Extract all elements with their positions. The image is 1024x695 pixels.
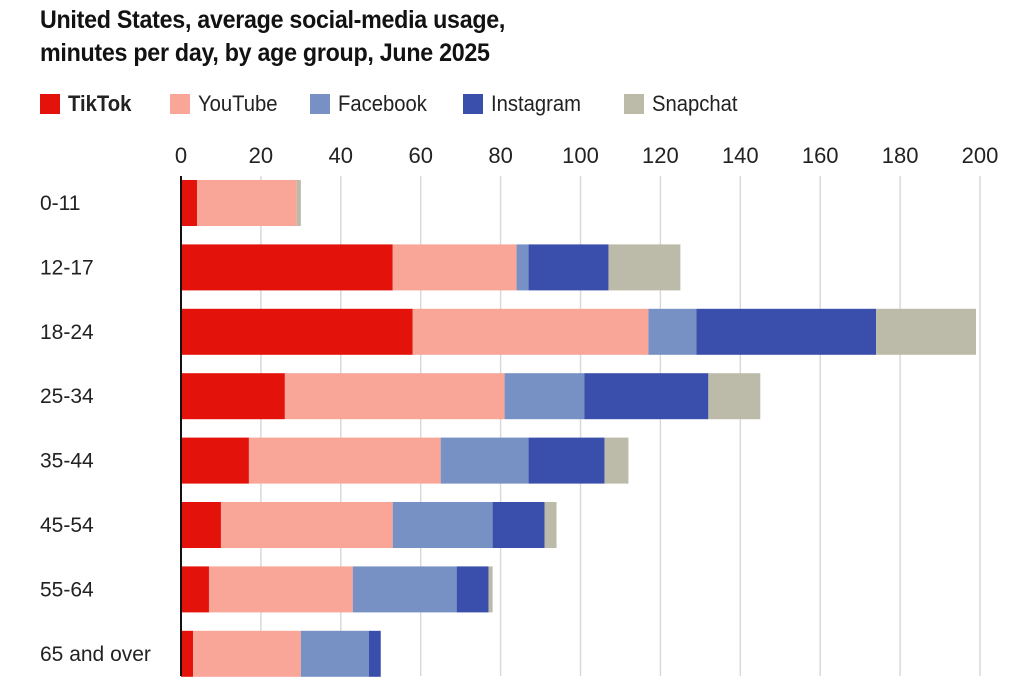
bar-25-34-instagram: [584, 373, 709, 420]
bar-45-54-instagram: [492, 502, 545, 548]
bar-18-24-youtube: [412, 308, 649, 355]
legend-label-instagram: Instagram: [491, 91, 582, 116]
bar-group-18-24: [181, 308, 977, 355]
category-label-65-and-over: 65 and over: [40, 643, 151, 666]
legend-label-facebook: Facebook: [338, 91, 427, 116]
x-axis-ticks: 0 20 40 60 80 100 120 140 160 180 200: [175, 143, 998, 168]
legend-label-youtube: YouTube: [198, 91, 278, 116]
category-labels: 0-11 12-17 18-24 25-34 35-44 45-54 55-64 65 and…: [40, 192, 151, 666]
legend-swatch-snapchat: [624, 94, 644, 114]
bar-group-65-and-over: [181, 630, 381, 677]
bar-55-64-facebook: [352, 566, 457, 613]
bar-35-44-youtube: [248, 437, 441, 484]
bar-group-55-64: [181, 566, 493, 613]
bar-group-45-54: [181, 502, 557, 548]
bar-55-64-youtube: [208, 566, 353, 613]
bar-18-24-facebook: [648, 308, 697, 355]
category-label-35-44: 35-44: [40, 450, 94, 473]
bar-25-34-tiktok: [181, 373, 285, 420]
category-label-0-11: 0-11: [40, 192, 80, 215]
category-label-25-34: 25-34: [40, 385, 94, 408]
bar-35-44-snapchat: [604, 437, 629, 484]
bar-45-54-youtube: [220, 502, 393, 548]
bar-65-and-over-instagram: [368, 630, 381, 677]
bar-35-44-facebook: [440, 437, 529, 484]
bar-35-44-tiktok: [181, 437, 249, 484]
legend-item-facebook: Facebook: [310, 90, 435, 118]
legend-swatch-instagram: [463, 94, 483, 114]
legend: TikTok YouTube Facebook Instagram Snapch…: [40, 90, 940, 118]
x-tick-label-0: 0: [175, 143, 187, 168]
bar-0-11-snapchat: [296, 180, 301, 226]
bar-18-24-snapchat: [876, 308, 977, 355]
x-tick-label-100: 100: [562, 143, 599, 168]
bar-18-24-tiktok: [181, 308, 413, 355]
x-tick-label-180: 180: [882, 143, 919, 168]
legend-swatch-tiktok: [40, 94, 60, 114]
legend-item-youtube: YouTube: [170, 90, 284, 118]
legend-swatch-facebook: [310, 94, 330, 114]
bar-55-64-tiktok: [181, 566, 209, 613]
bar-65-and-over-youtube: [192, 630, 301, 677]
bar-55-64-instagram: [456, 566, 489, 613]
bar-65-and-over-tiktok: [181, 630, 193, 677]
category-label-18-24: 18-24: [40, 321, 94, 344]
bar-25-34-facebook: [504, 373, 585, 420]
bar-group-35-44: [181, 437, 629, 484]
chart-title-line-2: minutes per day, by age group, June 2025: [40, 39, 490, 67]
bar-12-17-tiktok: [181, 244, 393, 291]
legend-item-tiktok: TikTok: [40, 90, 137, 118]
bar-group-12-17: [181, 244, 681, 291]
x-tick-label-60: 60: [408, 143, 432, 168]
bar-65-and-over-facebook: [300, 630, 369, 677]
chart-title: United States, average social-media usag…: [40, 4, 505, 70]
x-tick-label-40: 40: [329, 143, 353, 168]
bar-12-17-facebook: [516, 244, 529, 291]
bar-0-11-youtube: [196, 180, 297, 226]
legend-swatch-youtube: [170, 94, 190, 114]
bar-45-54-snapchat: [544, 502, 557, 548]
category-label-55-64: 55-64: [40, 578, 94, 601]
bar-group-25-34: [181, 373, 761, 420]
bar-45-54-tiktok: [181, 502, 221, 548]
bars: [181, 180, 977, 677]
bar-45-54-facebook: [392, 502, 493, 548]
x-tick-label-20: 20: [249, 143, 273, 168]
x-tick-label-120: 120: [642, 143, 679, 168]
x-tick-label-140: 140: [722, 143, 759, 168]
legend-item-snapchat: Snapchat: [624, 90, 745, 118]
legend-item-instagram: Instagram: [463, 90, 589, 118]
x-tick-label-80: 80: [488, 143, 512, 168]
legend-label-snapchat: Snapchat: [652, 91, 738, 116]
bar-12-17-youtube: [392, 244, 517, 291]
x-tick-label-200: 200: [962, 143, 999, 168]
bar-25-34-youtube: [284, 373, 505, 420]
bar-55-64-snapchat: [488, 566, 493, 613]
bar-25-34-snapchat: [708, 373, 761, 420]
bar-group-0-11: [181, 180, 301, 226]
category-label-45-54: 45-54: [40, 514, 94, 537]
legend-label-tiktok: TikTok: [68, 91, 132, 116]
chart-title-line-1: United States, average social-media usag…: [40, 6, 506, 34]
bar-0-11-tiktok: [181, 180, 197, 226]
bar-12-17-snapchat: [608, 244, 681, 291]
category-label-12-17: 12-17: [40, 256, 94, 279]
bar-18-24-instagram: [696, 308, 877, 355]
bar-35-44-instagram: [528, 437, 605, 484]
bar-12-17-instagram: [528, 244, 609, 291]
x-tick-label-160: 160: [802, 143, 839, 168]
